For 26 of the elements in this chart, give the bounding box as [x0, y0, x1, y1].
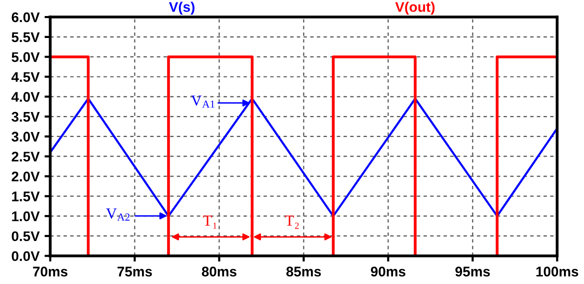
x-tick-label: 80ms: [202, 266, 236, 276]
y-tick-label: 1.0V: [12, 211, 40, 222]
y-tick-label: 0.5V: [12, 231, 40, 242]
y-tick-label: 4.0V: [11, 92, 40, 102]
y-tick-label: 6.0V: [12, 12, 40, 22]
annotation: T₁: [203, 216, 216, 229]
y-tick-label: 1.5V: [12, 192, 40, 202]
text: V(s): [169, 2, 194, 15]
x-tick-label: 90ms: [370, 266, 406, 276]
y-tick-label: 0.0V: [12, 251, 40, 262]
y-tick-label: 4.5V: [11, 72, 40, 82]
y-tick-label: 3.5V: [12, 112, 40, 122]
annotation: T₂: [285, 216, 299, 229]
x-tick-label: 75ms: [118, 266, 152, 276]
x-tick-label: 85ms: [286, 266, 321, 276]
x-tick-label: 95ms: [455, 266, 490, 276]
annotation: V$_{A1}$: [191, 96, 214, 108]
y-tick-label: 5.5V: [12, 32, 40, 42]
y-tick-label: 5.0V: [12, 52, 40, 62]
annotation: V$_{A2}$: [106, 208, 130, 221]
x-tick-label: 70ms: [33, 266, 68, 276]
y-tick-label: 3.0V: [12, 132, 40, 142]
x-tick-label: 100ms: [536, 266, 578, 276]
y-tick-label: 2.5V: [12, 152, 40, 162]
text: V(out): [395, 2, 435, 15]
y-tick-label: 2.0V: [12, 172, 40, 182]
